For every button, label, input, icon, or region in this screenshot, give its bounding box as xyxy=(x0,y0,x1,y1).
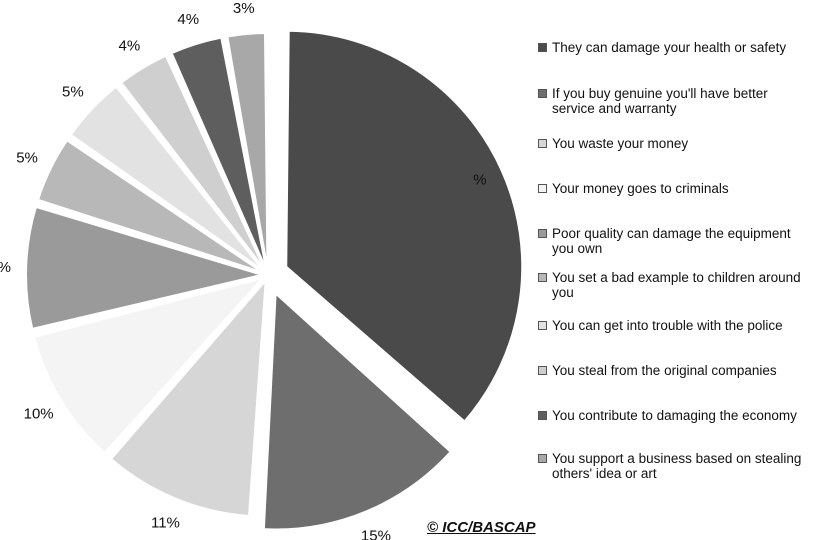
legend-item: They can damage your health or safety xyxy=(538,40,828,55)
slice-label-5: 9% xyxy=(0,259,11,276)
legend-swatch xyxy=(538,139,547,148)
legend-label-line: You set a bad example to children around xyxy=(552,270,801,285)
legend-swatch xyxy=(538,366,547,375)
pie-slice-7 xyxy=(69,85,265,272)
legend-label: You set a bad example to children around… xyxy=(552,270,828,300)
pie-slice-3 xyxy=(109,277,267,518)
legend-label-line: Your money goes to criminals xyxy=(552,181,729,196)
pie-slice-4 xyxy=(33,276,266,455)
legend-label-line: You can get into trouble with the police xyxy=(552,318,783,333)
pie-slice-1 xyxy=(285,29,524,423)
legend-swatch xyxy=(538,454,547,463)
legend-label: Poor quality can damage the equipment you… xyxy=(552,226,828,256)
legend-label-line: You support a business based on stealing xyxy=(552,451,802,466)
legend-swatch xyxy=(538,411,547,420)
legend-swatch xyxy=(538,43,547,52)
legend-label: You support a business based on stealing… xyxy=(552,451,828,481)
legend-item: You steal from the original companies xyxy=(538,363,828,378)
legend-swatch xyxy=(538,273,547,282)
legend-label: If you buy genuine you'll have better ser… xyxy=(552,86,828,116)
slice-label-10: 3% xyxy=(233,0,255,17)
legend-swatch xyxy=(538,321,547,330)
legend-item: If you buy genuine you'll have better ser… xyxy=(538,86,828,116)
legend-item: You support a business based on stealing… xyxy=(538,451,828,481)
legend-item: You waste your money xyxy=(538,136,828,151)
legend-label-line: If you buy genuine you'll have better xyxy=(552,86,768,101)
legend-item: Poor quality can damage the equipment you… xyxy=(538,226,828,256)
legend-label-line: You steal from the original companies xyxy=(552,363,777,378)
legend-swatch xyxy=(538,184,547,193)
pie-slice-9 xyxy=(170,36,268,270)
slice-label-4: 10% xyxy=(24,406,54,423)
pie-slice-5 xyxy=(25,205,266,331)
legend-item: You set a bad example to children around… xyxy=(538,270,828,300)
slice-label-6: 5% xyxy=(16,150,38,167)
legend-item: Your money goes to criminals xyxy=(538,181,828,196)
slice-label-7: 5% xyxy=(62,83,84,100)
legend-swatch xyxy=(538,229,547,238)
legend-label-line: You contribute to damaging the economy xyxy=(552,408,797,423)
legend-item: You contribute to damaging the economy xyxy=(538,408,828,423)
legend-label-line: you own xyxy=(552,241,603,256)
legend-label: Your money goes to criminals xyxy=(552,181,828,196)
pie-slice-6 xyxy=(36,138,264,274)
slice-label-9: 4% xyxy=(177,11,199,28)
legend-label-line: others' idea or art xyxy=(552,466,657,481)
slice-label-1: % xyxy=(473,172,486,189)
legend-swatch xyxy=(538,89,547,98)
legend-label: You waste your money xyxy=(552,136,828,151)
legend-item: You can get into trouble with the police xyxy=(538,318,828,333)
legend-label-line: you xyxy=(552,285,574,300)
slice-label-8: 4% xyxy=(119,38,141,55)
slice-label-3: 11% xyxy=(151,515,180,532)
legend-label: They can damage your health or safety xyxy=(552,40,828,55)
legend-label: You contribute to damaging the economy xyxy=(552,408,828,423)
legend-label-line: They can damage your health or safety xyxy=(552,40,787,55)
legend-label-line: service and warranty xyxy=(552,101,677,116)
legend-label-line: You waste your money xyxy=(552,136,689,151)
legend-label: You steal from the original companies xyxy=(552,363,828,378)
slice-label-2: 15% xyxy=(361,528,391,540)
pie-slice-8 xyxy=(119,54,266,271)
legend-label-line: Poor quality can damage the equipment xyxy=(552,226,791,241)
pie-slice-10 xyxy=(226,32,269,270)
legend-label: You can get into trouble with the police xyxy=(552,318,828,333)
pie-slice-2 xyxy=(262,291,453,531)
copyright-credit: © ICC/BASCAP xyxy=(427,519,536,536)
